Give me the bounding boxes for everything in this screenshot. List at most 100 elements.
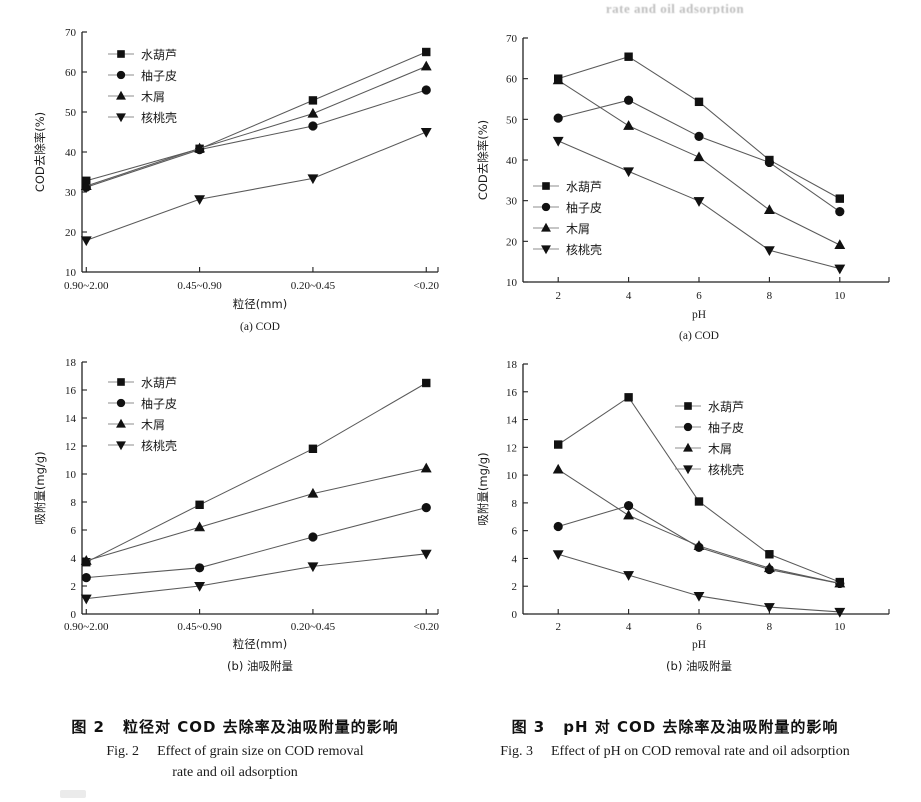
legend-label: 水葫芦 (566, 180, 602, 194)
y-tick-label: 20 (65, 227, 77, 239)
y-tick-label: 50 (506, 114, 518, 126)
data-point (763, 603, 775, 613)
y-tick-label: 8 (512, 498, 518, 510)
x-tick-label: <0.20 (414, 280, 440, 292)
series-line (86, 507, 427, 579)
legend-label: 核桃壳 (708, 462, 744, 477)
legend-label: 木屑 (566, 222, 590, 236)
data-point (763, 204, 775, 215)
data-point (765, 550, 774, 559)
x-tick-label: <0.20 (414, 621, 440, 633)
top-text-fragment: rate and oil adsorption (605, 1, 745, 14)
y-tick-label: 12 (65, 441, 76, 453)
y-tick-label: 60 (506, 74, 518, 86)
chart-panel-fig3a: 10 20 30 40 50 60 70 2 4 6 8 10 pH COD去除率(%) (a) COD 水葫… (465, 10, 905, 350)
x-tick-label: 6 (696, 621, 702, 633)
y-tick-label: 12 (506, 442, 517, 454)
data-point (554, 440, 563, 449)
data-point (763, 246, 775, 257)
x-tick-label: 0.90~2.00 (64, 621, 109, 633)
data-point (623, 571, 635, 581)
legend-marker-square (684, 402, 692, 410)
x-tick-label: 2 (555, 290, 561, 302)
x-tick-label: 8 (767, 621, 773, 633)
legend-marker-triangle-down (683, 465, 693, 475)
x-tick-label: 2 (555, 621, 561, 633)
data-point (194, 195, 206, 205)
data-point (694, 131, 704, 142)
legend-marker-triangle-up (541, 222, 551, 232)
y-tick-label: 10 (506, 277, 518, 289)
x-axis-title: 粒径(mm) (233, 637, 287, 651)
chart-panel-fig2a: 10 20 30 40 50 60 70 0.90~2.00 0.45~0.90 0.20~0.4… (20, 10, 460, 350)
y-tick-label: 8 (71, 497, 77, 509)
data-point (693, 197, 705, 207)
x-tick-label: 10 (834, 290, 846, 302)
x-tick-label: 6 (696, 290, 702, 302)
caption-fig3: 图 3 pH 对 COD 去除率及油吸附量的影响 Fig. 3 Effect of … (440, 716, 910, 760)
series-line (558, 553, 840, 613)
legend-label: 柚子皮 (141, 396, 177, 411)
y-axis-title: 吸附量(mg/g) (33, 451, 47, 524)
x-tick-label: 0.20~0.45 (291, 280, 336, 292)
series-line (86, 51, 427, 182)
legend-label: 水葫芦 (141, 376, 177, 390)
legend-label: 柚子皮 (708, 420, 744, 435)
legend-marker-triangle-down (116, 113, 126, 123)
y-tick-label: 18 (65, 357, 77, 369)
data-point (195, 500, 204, 509)
x-tick-label: 4 (626, 621, 632, 633)
y-tick-label: 50 (65, 107, 77, 119)
data-point (422, 47, 431, 57)
chart-panel-fig3b: 0 2 4 6 8 10 12 14 16 18 2 4 6 8 10 pH 吸附量(mg/g) (b) 油吸附量… (465, 348, 905, 693)
data-point (623, 95, 634, 105)
plot-area: 10 20 30 40 50 60 70 0.90~2.00 0.45~0.90 0.20~0.4… (33, 27, 439, 333)
y-tick-label: 4 (71, 553, 77, 565)
chart-subtitle: (b) 油吸附量 (666, 659, 732, 673)
data-point (694, 97, 704, 107)
data-point (422, 378, 431, 388)
y-tick-label: 6 (71, 525, 77, 537)
y-tick-label: 2 (71, 581, 77, 593)
data-point (80, 555, 92, 565)
legend-label: 木屑 (141, 90, 165, 104)
data-point (80, 236, 92, 247)
series-line (86, 89, 427, 188)
legend-marker-triangle-down (541, 245, 551, 255)
data-point (764, 157, 775, 168)
y-axis-title: COD去除率(%) (33, 112, 47, 192)
x-tick-label: 10 (834, 621, 846, 633)
y-tick-label: 10 (506, 470, 518, 482)
legend-label: 木屑 (708, 442, 732, 456)
data-point (834, 607, 846, 618)
y-tick-label: 70 (506, 33, 518, 45)
legend-marker-triangle-up (683, 442, 693, 452)
caption-fig2-en-label: Fig. 2 (106, 744, 140, 759)
page-artifact (60, 790, 86, 798)
y-tick-label: 10 (65, 267, 77, 279)
data-point (552, 136, 564, 147)
y-tick-label: 14 (65, 413, 77, 425)
fig2a-svg: 10 20 30 40 50 60 70 0.90~2.00 0.45~0.90 0.20~0.4… (33, 27, 439, 333)
y-tick-label: 30 (506, 196, 518, 208)
data-point (834, 264, 846, 275)
data-point (623, 120, 635, 130)
data-point (693, 591, 705, 602)
x-tick-label: 0.90~2.00 (64, 280, 109, 292)
data-point (194, 521, 206, 532)
caption-fig3-en-text: Effect of pH on COD removal rate and oil… (550, 744, 850, 759)
legend-label: 柚子皮 (566, 200, 602, 215)
data-point (624, 52, 633, 61)
y-tick-label: 40 (65, 147, 77, 159)
legend-label: 核桃壳 (566, 242, 602, 257)
caption-fig2-cn-text: 粒径对 COD 去除率及油吸附量的影响 (123, 718, 399, 736)
y-axis-title: COD去除率(%) (476, 120, 490, 200)
data-point (623, 167, 635, 178)
fig3b-svg: 0 2 4 6 8 10 12 14 16 18 2 4 6 8 10 pH 吸附量(mg/g) (b) 油吸附量… (476, 359, 890, 673)
legend-marker-triangle-up (116, 90, 126, 100)
series-line (86, 65, 427, 187)
data-point (834, 239, 846, 249)
data-point (553, 521, 563, 532)
